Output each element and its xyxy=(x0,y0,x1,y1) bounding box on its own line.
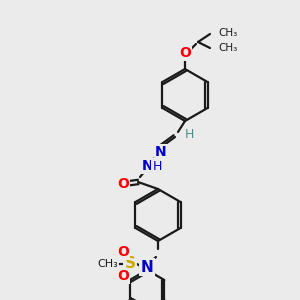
Text: CH₃: CH₃ xyxy=(98,259,118,269)
Text: H: H xyxy=(152,160,162,173)
Text: O: O xyxy=(179,46,191,60)
Text: N: N xyxy=(142,159,154,173)
Text: CH₃: CH₃ xyxy=(218,43,237,53)
Text: N: N xyxy=(141,260,153,274)
Text: O: O xyxy=(117,245,129,259)
Text: H: H xyxy=(184,128,194,142)
Text: O: O xyxy=(117,177,129,191)
Text: N: N xyxy=(155,145,167,159)
Text: CH₃: CH₃ xyxy=(218,28,237,38)
Text: S: S xyxy=(124,256,136,272)
Text: O: O xyxy=(117,269,129,283)
